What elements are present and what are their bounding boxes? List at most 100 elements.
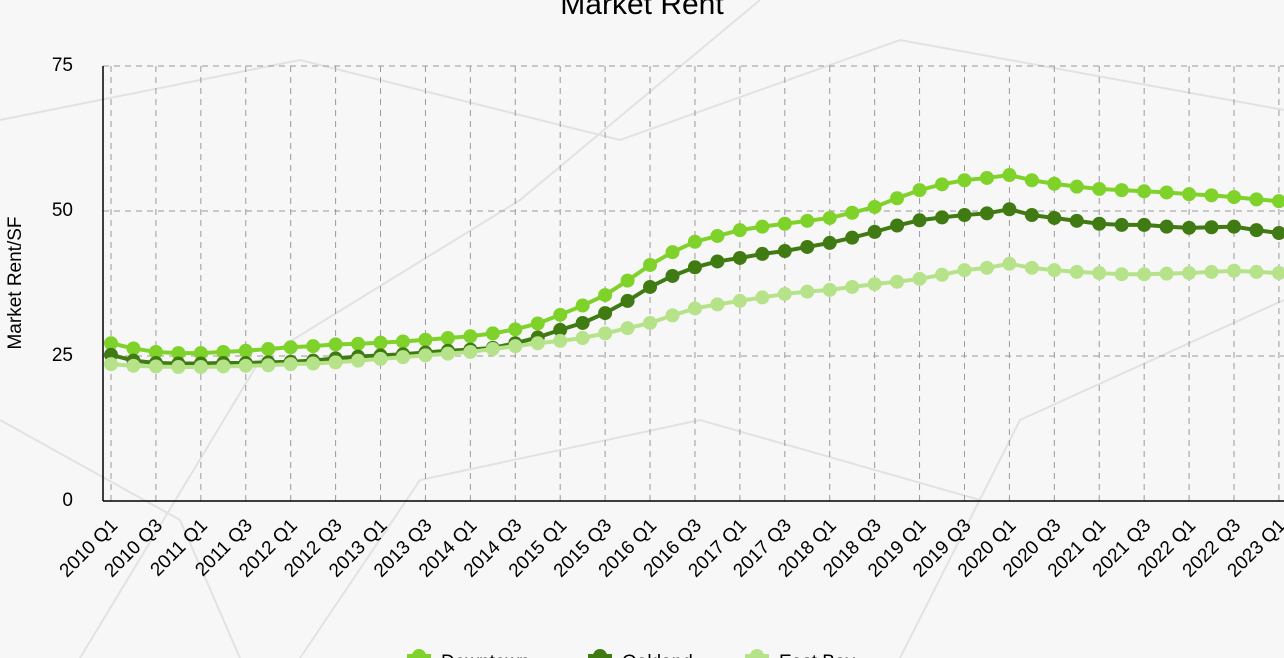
data-point	[845, 205, 860, 220]
data-point	[1047, 210, 1062, 225]
data-point	[238, 343, 253, 358]
data-point	[261, 342, 276, 357]
data-point	[148, 359, 163, 374]
data-point	[306, 356, 321, 371]
data-point	[643, 257, 658, 272]
data-point	[283, 340, 298, 355]
y-axis-label: Market Rent/SF	[5, 216, 26, 349]
data-point	[755, 290, 770, 305]
data-point	[1092, 266, 1107, 281]
data-point	[777, 244, 792, 259]
data-point	[463, 344, 478, 359]
data-point	[845, 230, 860, 245]
data-point	[912, 213, 927, 228]
data-point	[216, 344, 231, 359]
data-point	[687, 260, 702, 275]
data-point	[148, 344, 163, 359]
data-point	[1204, 188, 1219, 203]
y-tick-label: 0	[62, 490, 73, 511]
data-point	[1249, 264, 1264, 279]
data-point	[1092, 181, 1107, 196]
y-tick-label: 50	[52, 200, 73, 221]
data-point	[777, 216, 792, 231]
data-point	[867, 224, 882, 239]
data-point	[553, 333, 568, 348]
data-point	[1159, 266, 1174, 281]
data-point	[1069, 179, 1084, 194]
data-point	[171, 360, 186, 375]
data-point	[1249, 223, 1264, 238]
data-point	[620, 321, 635, 336]
data-point	[171, 346, 186, 361]
data-point	[238, 358, 253, 373]
data-point	[1047, 176, 1062, 191]
data-point	[845, 279, 860, 294]
data-point	[351, 353, 366, 368]
data-point	[890, 218, 905, 233]
data-point	[598, 288, 613, 303]
data-point	[665, 245, 680, 260]
data-point	[935, 210, 950, 225]
data-point	[261, 358, 276, 373]
data-point	[822, 235, 837, 250]
data-point	[306, 339, 321, 354]
data-point	[440, 331, 455, 346]
data-point	[575, 315, 590, 330]
data-point	[373, 351, 388, 366]
data-point	[643, 315, 658, 330]
data-point	[822, 210, 837, 225]
data-point	[598, 326, 613, 341]
data-point	[1137, 267, 1152, 282]
data-point	[979, 206, 994, 221]
data-point	[104, 336, 118, 351]
data-point	[216, 359, 231, 374]
data-point	[351, 336, 366, 351]
data-point	[1271, 194, 1284, 209]
data-point	[104, 357, 118, 372]
data-point	[1159, 185, 1174, 200]
data-point	[126, 341, 141, 356]
data-point	[1024, 173, 1039, 188]
data-point	[732, 250, 747, 265]
data-point	[598, 306, 613, 321]
data-point	[665, 268, 680, 283]
data-point	[395, 350, 410, 365]
data-point	[1204, 220, 1219, 235]
data-point	[1182, 187, 1197, 202]
legend-label: Downtown	[441, 652, 530, 658]
data-point	[822, 282, 837, 297]
data-point	[126, 358, 141, 373]
data-point	[1002, 202, 1017, 217]
chart-title: Market Rent	[560, 0, 724, 21]
data-point	[1024, 208, 1039, 223]
data-point	[508, 339, 523, 354]
data-point	[800, 239, 815, 254]
data-point	[800, 213, 815, 228]
data-point	[575, 331, 590, 346]
data-point	[530, 316, 545, 331]
data-point	[665, 308, 680, 323]
data-point	[867, 277, 882, 292]
data-point	[1204, 264, 1219, 279]
data-point	[530, 336, 545, 351]
y-tick-label: 75	[52, 55, 73, 76]
data-point	[935, 267, 950, 282]
data-point	[1182, 266, 1197, 281]
data-point	[890, 191, 905, 206]
data-point	[1069, 264, 1084, 279]
data-point	[418, 348, 433, 363]
data-point	[1002, 256, 1017, 271]
data-point	[620, 273, 635, 288]
data-point	[1114, 183, 1129, 198]
data-point	[440, 346, 455, 361]
data-point	[1271, 266, 1284, 281]
data-point	[867, 199, 882, 214]
data-point	[957, 173, 972, 188]
data-point	[283, 357, 298, 372]
data-point	[553, 322, 568, 337]
data-point	[1137, 217, 1152, 232]
data-point	[957, 208, 972, 223]
data-point	[193, 346, 208, 361]
data-point	[687, 301, 702, 316]
data-point	[373, 335, 388, 350]
